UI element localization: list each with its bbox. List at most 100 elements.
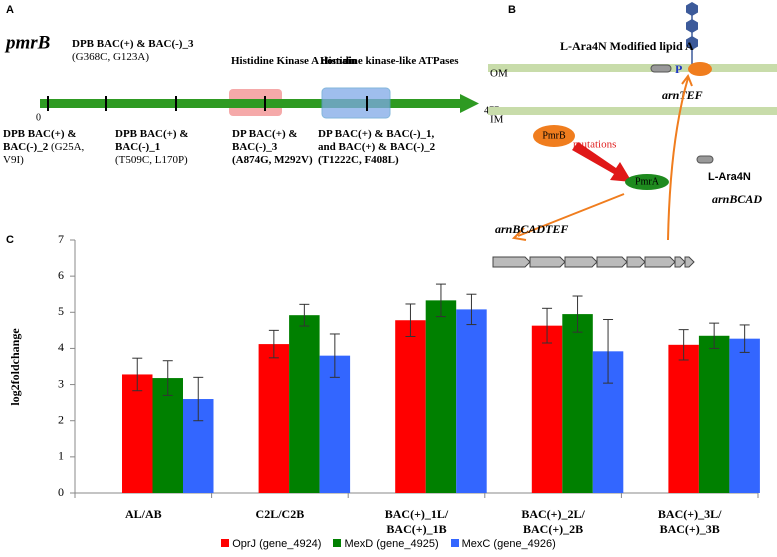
ara4n-icon xyxy=(650,64,672,73)
pmrb-label: PmrB xyxy=(542,130,566,141)
membrane xyxy=(488,107,777,115)
site-label: DP BAC(+) & BAC(-)_1, and BAC(+) & BAC(-… xyxy=(318,128,435,167)
site-label: DPB BAC(+) & BAC(-)_2 (G25A, V9I) xyxy=(3,128,84,167)
bar xyxy=(425,300,457,493)
bar xyxy=(562,314,593,493)
domain-label: Histidine Kinase A domain xyxy=(231,55,357,67)
operon-label: arnBCADTEF xyxy=(495,222,568,236)
error-bar xyxy=(132,357,143,392)
bar xyxy=(395,320,426,493)
y-tick-label: 4 xyxy=(58,340,64,354)
legend-swatch xyxy=(450,539,459,547)
site-name: DPB BAC(+) & BAC(-)_1 xyxy=(115,128,189,153)
bar xyxy=(456,309,487,493)
om-label: OM xyxy=(490,68,508,80)
red-arrow xyxy=(572,142,632,182)
ara4n-icon xyxy=(696,155,714,164)
bar xyxy=(531,325,563,493)
bar xyxy=(668,344,699,493)
error-bar xyxy=(162,360,173,396)
site-name: DPB BAC(+) & BAC(-)_2 xyxy=(3,128,77,153)
site-mutation: (G368C, G123A) xyxy=(72,51,149,63)
error-bar xyxy=(329,333,340,378)
panel-letter: C xyxy=(6,234,14,246)
error-bar xyxy=(268,329,279,359)
pmrb-icon xyxy=(533,125,575,147)
legend-label: MexC (gene_4926) xyxy=(461,538,556,550)
legend-label: MexD (gene_4925) xyxy=(344,538,439,550)
error-bar xyxy=(603,319,614,384)
lipid-a xyxy=(688,62,712,76)
bar-chart: 0 1 2 3 4 5 6 7 xyxy=(58,232,760,499)
bar xyxy=(698,335,730,493)
error-bar xyxy=(678,329,689,361)
bar xyxy=(729,338,760,493)
bar xyxy=(289,315,320,493)
error-bar xyxy=(466,293,477,326)
y-tick-label: 2 xyxy=(58,412,64,426)
y-tick-label: 7 xyxy=(58,232,64,246)
y-tick-label: 1 xyxy=(58,449,64,463)
domain-label: Histidine kinase-like ATPases xyxy=(320,55,459,67)
pmra-label: PmrA xyxy=(635,176,660,187)
im-label: IM xyxy=(490,114,504,126)
bar xyxy=(319,355,351,493)
error-bar xyxy=(572,295,583,333)
phosphate: P xyxy=(675,62,682,76)
error-bar xyxy=(299,303,310,327)
legend: OprJ (gene_4924) MexD (gene_4925) MexC (ge… xyxy=(0,538,777,550)
panel-letter: B xyxy=(508,4,516,16)
ara4n-label: L-Ara4N xyxy=(708,171,751,183)
error-bar xyxy=(739,324,750,353)
start-label: 0 xyxy=(36,112,41,123)
site-mutation: (A874G, M292V) xyxy=(232,154,313,166)
bar xyxy=(258,344,290,493)
error-bar xyxy=(405,303,416,338)
error-bar xyxy=(193,376,204,422)
operon-genes xyxy=(492,256,695,268)
site-label: DPB BAC(+) & BAC(-)_3 (G368C, G123A) xyxy=(72,38,193,64)
y-tick-label: 6 xyxy=(58,268,64,282)
error-bar xyxy=(709,322,720,349)
legend-item: MexD (gene_4925) xyxy=(333,538,439,550)
gene-name: pmrB xyxy=(4,32,50,53)
site-mutation: (G25A, V9I) xyxy=(3,141,85,166)
orange-arrows xyxy=(511,73,693,241)
x-tick-label: BAC(+)_1L/ BAC(+)_1B xyxy=(384,507,449,536)
site-ticks xyxy=(47,96,368,111)
y-tick-label: 0 xyxy=(58,485,64,499)
site-name: DP BAC(+) & BAC(-)_1, and BAC(+) & BAC(-… xyxy=(318,128,436,153)
y-tick-label: 5 xyxy=(58,304,64,318)
site-mutation: (T1222C, F408L) xyxy=(318,154,399,166)
arrow-head xyxy=(460,94,479,113)
gene-label: arnBCAD xyxy=(712,192,762,206)
x-tick-label: C2L/C2B xyxy=(255,507,305,521)
x-tick-label: BAC(+)_2L/ BAC(+)_2B xyxy=(521,507,585,536)
y-axis-label: log2foldchange xyxy=(8,328,22,406)
site-name: DP BAC(+) & BAC(-)_3 xyxy=(232,128,298,153)
panel-letter: A xyxy=(6,4,14,16)
legend-item: MexC (gene_4926) xyxy=(450,538,556,550)
x-tick-label: BAC(+)_3L/ BAC(+)_3B xyxy=(657,507,722,536)
x-tick-label: AL/AB xyxy=(124,507,162,521)
site-label: DP BAC(+) & BAC(-)_3 (A874G, M292V) xyxy=(232,128,313,167)
legend-item: OprJ (gene_4924) xyxy=(221,538,321,550)
membrane xyxy=(488,64,777,72)
site-label: DPB BAC(+) & BAC(-)_1 (T509C, L170P) xyxy=(115,128,188,167)
error-bar xyxy=(542,307,553,344)
pmra-icon xyxy=(625,174,669,190)
bar xyxy=(152,378,183,493)
error-bar xyxy=(435,283,446,318)
y-tick-label: 3 xyxy=(58,376,64,390)
domain-box xyxy=(321,87,391,119)
legend-swatch xyxy=(333,539,342,547)
gene-label: arnTEF xyxy=(662,88,703,102)
legend-label: OprJ (gene_4924) xyxy=(232,538,322,550)
site-name: DPB BAC(+) & BAC(-)_3 xyxy=(72,38,194,50)
legend-swatch xyxy=(221,539,230,547)
sugar-chain xyxy=(686,2,698,64)
site-mutation: (T509C, L170P) xyxy=(115,154,188,166)
gene-arrow xyxy=(40,99,460,108)
